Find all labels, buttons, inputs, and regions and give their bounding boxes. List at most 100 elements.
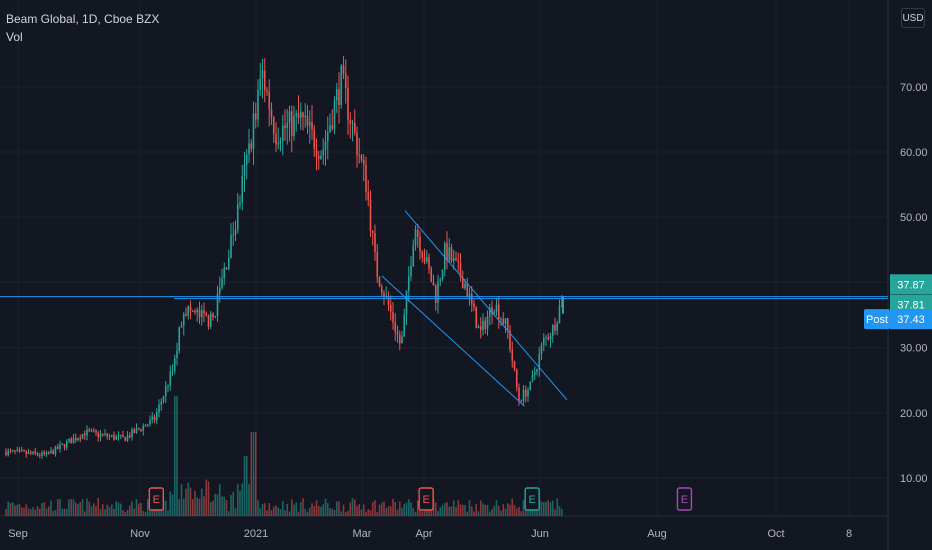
candle-body: [266, 90, 268, 92]
candle-body: [293, 116, 295, 137]
candle-body: [468, 293, 471, 297]
post-price-badge: [890, 309, 932, 330]
volume-bar: [252, 432, 255, 516]
candle-body: [140, 429, 142, 431]
volume-bar: [43, 502, 46, 516]
candle-body: [43, 452, 46, 455]
candle-body: [29, 452, 32, 454]
currency-button[interactable]: USD: [901, 8, 925, 28]
last-price-text: 37.87: [897, 279, 925, 291]
volume-bar: [560, 508, 563, 516]
candle-body: [452, 258, 455, 262]
volume-bar: [9, 503, 12, 516]
volume-bar: [266, 510, 268, 516]
candle-body: [45, 452, 48, 455]
candle-body: [72, 438, 75, 444]
volume-bar: [371, 501, 374, 516]
channel-line: [404, 210, 568, 401]
volume-bar: [45, 508, 48, 516]
prev-price-text: 37.81: [897, 300, 925, 312]
candle-body: [511, 349, 514, 362]
volume-bar: [515, 508, 518, 516]
candle-body: [446, 243, 448, 261]
candle-body: [529, 381, 532, 390]
candle-body: [299, 112, 302, 119]
volume-bar: [169, 491, 172, 516]
volume-bar: [365, 511, 367, 516]
volume-label[interactable]: Vol: [6, 30, 23, 44]
candle-body: [171, 371, 174, 373]
candle-body: [261, 70, 264, 79]
candle-body: [367, 192, 370, 200]
volume-bar: [434, 502, 437, 516]
candle-body: [506, 318, 509, 331]
volume-bar: [97, 498, 100, 516]
volume-bar: [542, 502, 545, 516]
candle-body: [333, 100, 336, 129]
candle-body: [86, 429, 88, 436]
post-price-text: 37.43: [897, 314, 925, 326]
volume-bar: [500, 510, 502, 516]
volume-bar: [245, 456, 248, 516]
candle-body: [101, 433, 104, 435]
candle-body: [133, 429, 136, 433]
candle-body: [554, 325, 556, 331]
volume-bar: [362, 504, 365, 516]
candle-body: [488, 307, 491, 317]
candle-body: [459, 262, 462, 278]
candle-body: [547, 336, 550, 340]
candle-body: [320, 155, 322, 159]
candle-body: [41, 452, 43, 456]
y-tick-label: 10.00: [900, 473, 928, 485]
volume-bar: [369, 510, 372, 516]
volume-bar: [385, 508, 388, 516]
candle-body: [286, 122, 289, 128]
volume-bar: [335, 501, 338, 516]
volume-bar: [7, 501, 10, 516]
volume-bar: [547, 500, 550, 516]
candle-body: [394, 322, 397, 332]
symbol-title[interactable]: Beam Global, 1D, Cboe BZX: [6, 12, 160, 26]
volume-bar: [398, 501, 401, 516]
volume-bar: [200, 488, 203, 516]
candle-body: [9, 450, 12, 452]
volume-bar: [225, 500, 228, 516]
volume-bar: [137, 503, 140, 516]
candle-body: [536, 369, 538, 373]
candle-body: [169, 371, 172, 386]
candle-body: [428, 257, 430, 269]
volume-bar: [421, 511, 424, 516]
candle-body: [441, 269, 444, 280]
volume-bar: [180, 484, 183, 516]
candle-body: [297, 113, 300, 119]
volume-bar: [376, 511, 379, 516]
candle-body: [196, 309, 199, 313]
candle-body: [225, 267, 228, 269]
volume-bar: [522, 500, 525, 516]
volume-bar: [241, 483, 244, 516]
candle-body: [108, 436, 111, 438]
candle-body: [392, 311, 394, 323]
candle-body: [520, 400, 523, 402]
candle-body: [23, 450, 25, 452]
volume-bar: [74, 502, 77, 516]
volume-bar: [306, 511, 309, 516]
candle-body: [540, 345, 543, 355]
volume-bar: [412, 507, 415, 516]
x-tick-label: Nov: [130, 528, 150, 540]
candle-body: [387, 295, 390, 305]
volume-bar: [551, 500, 554, 516]
candle-body: [203, 309, 205, 314]
candle-body: [324, 141, 327, 150]
candle-body: [194, 311, 196, 313]
candle-body: [335, 89, 338, 101]
candle-body: [245, 154, 248, 165]
candle-body: [236, 204, 239, 230]
candle-body: [497, 304, 500, 320]
earnings-marker-icon: [524, 487, 540, 511]
candle-body: [353, 122, 356, 133]
candle-body: [263, 70, 266, 91]
volume-bar: [495, 500, 498, 516]
volume-bar: [54, 509, 57, 516]
